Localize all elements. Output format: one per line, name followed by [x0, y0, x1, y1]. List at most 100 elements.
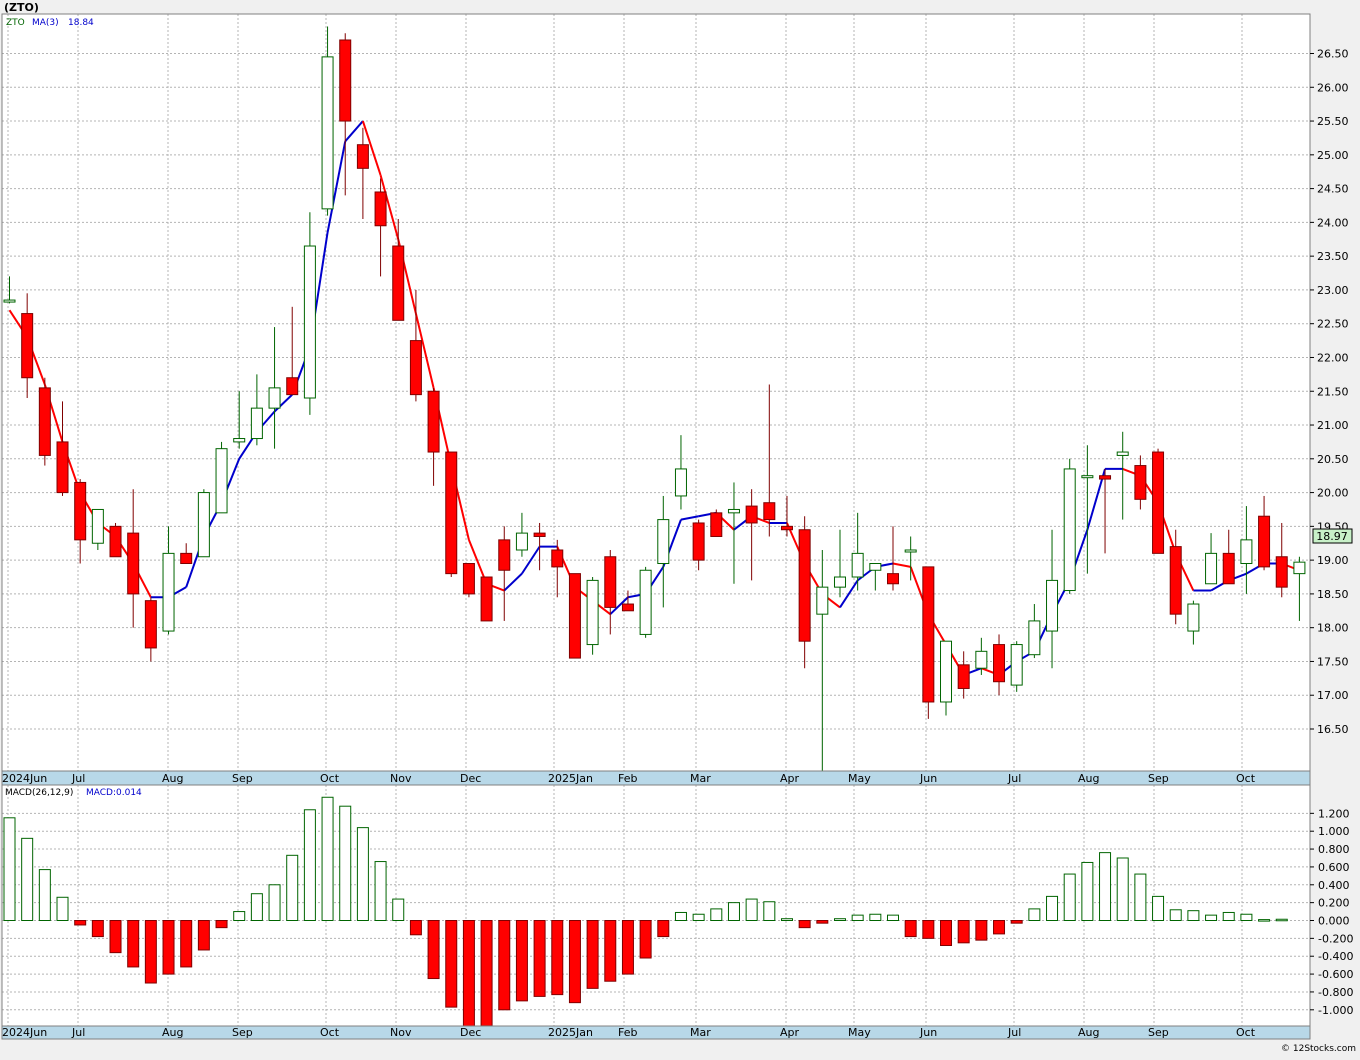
- price-y-tick-label: 21.50: [1317, 385, 1349, 398]
- macd-bar: [197, 920, 210, 951]
- price-y-tick-label: 24.00: [1317, 216, 1349, 229]
- macd-bar: [144, 920, 157, 984]
- candle-body: [303, 245, 316, 399]
- macd-bar: [851, 914, 864, 922]
- macd-bar: [392, 898, 405, 921]
- macd-x-tick-label: Feb: [618, 1026, 637, 1039]
- macd-bar: [1152, 895, 1165, 921]
- macd-x-tick-label: Mar: [690, 1026, 711, 1039]
- candle-body: [1275, 556, 1288, 588]
- candle: [1063, 458, 1076, 594]
- macd-bar: [993, 920, 1006, 935]
- macd-x-axis: [1, 1025, 1311, 1040]
- candle: [674, 435, 687, 510]
- macd-y-axis: -1.000 -0.800 -0.600 -0.400 -0.200 0.000 0.200…: [1310, 807, 1353, 1017]
- macd-bar: [975, 920, 988, 941]
- macd-bar: [657, 920, 670, 938]
- macd-bar: [745, 898, 758, 921]
- candle: [727, 482, 740, 584]
- macd-y-tick-label: 0.600: [1318, 861, 1350, 874]
- macd-y-tick-label: -1.000: [1318, 1004, 1353, 1017]
- candle-body: [975, 650, 988, 669]
- candle: [427, 387, 440, 486]
- ma-segment: [609, 596, 629, 615]
- macd-bar: [710, 908, 723, 921]
- candle-body: [233, 438, 246, 443]
- candle-body: [780, 525, 793, 531]
- macd-bar: [462, 920, 475, 1030]
- price-x-tick-label: Apr: [780, 772, 800, 785]
- macd-bar: [1205, 914, 1218, 922]
- candle: [798, 516, 811, 669]
- candle: [869, 563, 882, 591]
- macd-x-tick-label: Aug: [1078, 1026, 1099, 1039]
- macd-bar: [162, 920, 175, 975]
- candle-body: [816, 586, 829, 615]
- candle: [356, 127, 369, 219]
- candle: [851, 512, 864, 591]
- macd-x-tick-label: Oct: [320, 1026, 340, 1039]
- candle: [586, 577, 599, 655]
- candle-body: [1028, 620, 1041, 656]
- macd-bar: [445, 920, 458, 1008]
- candle-body: [940, 640, 953, 703]
- candle: [568, 573, 581, 659]
- candle-body: [109, 525, 122, 558]
- price-x-tick-label: Sep: [232, 772, 253, 785]
- price-y-tick-label: 23.50: [1317, 250, 1349, 263]
- macd-x-axis-labels: 2024Jun Jul Aug Sep Oct Nov Dec 2025Jan Feb Mar Ap…: [2, 1026, 1256, 1039]
- macd-bar: [303, 809, 316, 922]
- legend-symbol: ZTO: [6, 18, 25, 28]
- ma-segment: [326, 141, 347, 233]
- price-x-axis-labels: 2024Jun Jul Aug Sep Oct Nov Dec 2025Jan Feb Mar Ap…: [2, 772, 1256, 785]
- macd-y-tick-label: 0.200: [1318, 897, 1350, 910]
- candle: [1205, 533, 1218, 585]
- watermark: © 12Stocks.com: [1281, 1044, 1356, 1054]
- candle: [975, 637, 988, 675]
- ma-segment: [414, 313, 435, 389]
- candle-body: [56, 441, 69, 494]
- candle-body: [657, 519, 670, 565]
- price-x-tick-label: 2024Jun: [2, 772, 47, 785]
- macd-bar: [1169, 909, 1182, 921]
- candle-body: [993, 644, 1006, 683]
- candle: [215, 441, 228, 514]
- macd-bar: [1063, 873, 1076, 922]
- candle-body: [692, 522, 705, 561]
- macd-grid: [2, 785, 1310, 1026]
- macd-bar: [38, 869, 51, 921]
- candle-body: [409, 340, 422, 396]
- candle-body: [551, 549, 564, 568]
- candle-body: [869, 563, 882, 571]
- ma-segment: [680, 515, 699, 521]
- candle-body: [533, 532, 546, 537]
- macd-bar: [356, 827, 369, 921]
- macd-y-tick-label: 1.000: [1318, 825, 1350, 838]
- candle: [1028, 604, 1041, 659]
- macd-bar: [533, 920, 546, 997]
- price-y-tick-label: 22.50: [1317, 318, 1349, 331]
- macd-bar: [816, 920, 829, 924]
- candle-body: [1240, 539, 1253, 565]
- candle-body: [887, 573, 899, 585]
- price-x-tick-label: May: [848, 772, 871, 785]
- candle-body: [321, 56, 334, 210]
- macd-bar: [604, 920, 617, 982]
- candle-body: [568, 573, 581, 659]
- price-x-tick-label: Aug: [162, 772, 183, 785]
- macd-bar: [568, 920, 581, 1004]
- macd-bar: [1010, 920, 1023, 924]
- macd-bar: [1134, 873, 1147, 922]
- candle-body: [763, 502, 776, 521]
- candle: [1081, 445, 1094, 574]
- candle: [409, 289, 422, 402]
- macd-y-tick-label: 1.200: [1318, 807, 1350, 820]
- price-x-tick-label: Nov: [390, 772, 412, 785]
- candle: [1134, 455, 1147, 510]
- candle: [657, 495, 670, 608]
- price-x-tick-label: Jul: [1007, 772, 1021, 785]
- candle: [286, 306, 299, 396]
- price-y-tick-label: 22.00: [1317, 351, 1349, 364]
- candle: [1010, 641, 1023, 692]
